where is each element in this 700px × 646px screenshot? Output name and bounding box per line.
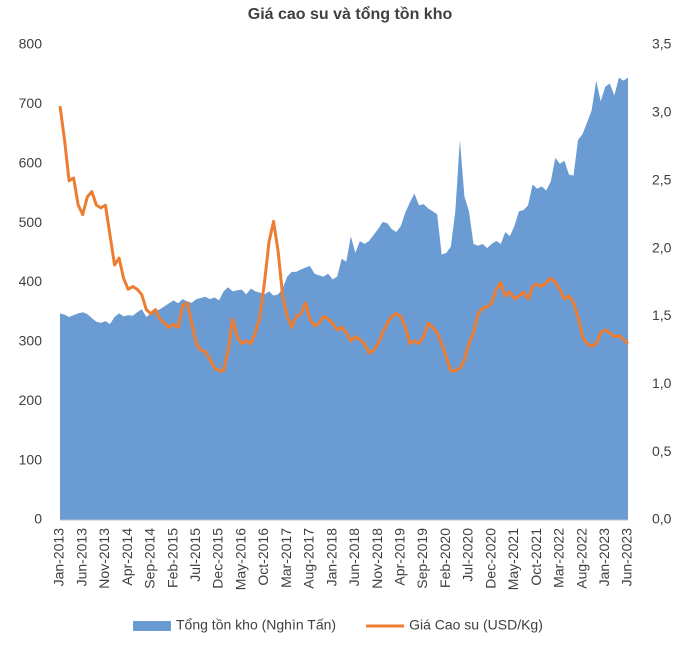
x-tick-label: May-2021 [505, 528, 521, 590]
x-tick-label: Aug-2022 [573, 528, 589, 589]
x-tick-label: Nov-2013 [96, 528, 112, 589]
y-tick-label: 100 [19, 451, 43, 467]
x-tick-label: Oct-2021 [528, 528, 544, 586]
y2-tick-label: 2,0 [652, 239, 672, 255]
y2-tick-label: 2,5 [652, 171, 672, 187]
y-tick-label: 300 [19, 333, 43, 349]
x-tick-label: Jul-2020 [460, 528, 476, 582]
y2-tick-label: 3,0 [652, 104, 672, 120]
x-tick-label: Jan-2023 [596, 528, 612, 587]
y2-tick-label: 0,5 [652, 443, 672, 459]
legend-label: Giá Cao su (USD/Kg) [409, 617, 543, 633]
x-tick-label: Sep-2014 [142, 528, 158, 589]
x-tick-label: Dec-2015 [210, 528, 226, 589]
x-tick-label: Jun-2018 [346, 528, 362, 587]
y-tick-label: 400 [19, 273, 43, 289]
y-tick-label: 0 [34, 511, 42, 527]
x-tick-label: Apr-2014 [119, 528, 135, 586]
y2-tick-label: 3,5 [652, 36, 672, 52]
line [58, 105, 630, 373]
x-tick-label: Jun-2013 [73, 528, 89, 587]
x-tick-label: Dec-2020 [482, 528, 498, 589]
legend-swatch [133, 621, 171, 631]
x-tick-label: Sep-2019 [414, 528, 430, 589]
x-tick-label: Jan-2013 [51, 528, 67, 587]
area [60, 77, 628, 520]
x-tick-label: Jun-2023 [619, 528, 635, 587]
legend-label: Tổng tồn kho (Nghìn Tấn) [176, 617, 336, 633]
x-tick-label: Feb-2020 [437, 528, 453, 588]
x-tick-label: Jul-2015 [187, 528, 203, 582]
y2-tick-label: 1,0 [652, 375, 672, 391]
x-tick-label: May-2016 [232, 528, 248, 590]
x-tick-label: Mar-2022 [551, 528, 567, 588]
x-tick-label: Jan-2018 [323, 528, 339, 587]
x-tick-label: Oct-2016 [255, 528, 271, 586]
x-tick-label: Mar-2017 [278, 528, 294, 588]
y-tick-label: 700 [19, 95, 43, 111]
y2-tick-label: 0,0 [652, 511, 672, 527]
x-tick-label: Nov-2018 [369, 528, 385, 589]
y-tick-label: 500 [19, 214, 43, 230]
x-tick-label: Aug-2017 [301, 528, 317, 589]
x-tick-label: Apr-2019 [392, 528, 408, 586]
chart-title: Giá cao su và tổng tồn kho [248, 5, 453, 23]
y2-tick-label: 1,5 [652, 307, 672, 323]
x-tick-label: Feb-2015 [164, 528, 180, 588]
y-tick-label: 600 [19, 154, 43, 170]
y-tick-label: 200 [19, 392, 43, 408]
y-tick-label: 800 [19, 36, 43, 52]
